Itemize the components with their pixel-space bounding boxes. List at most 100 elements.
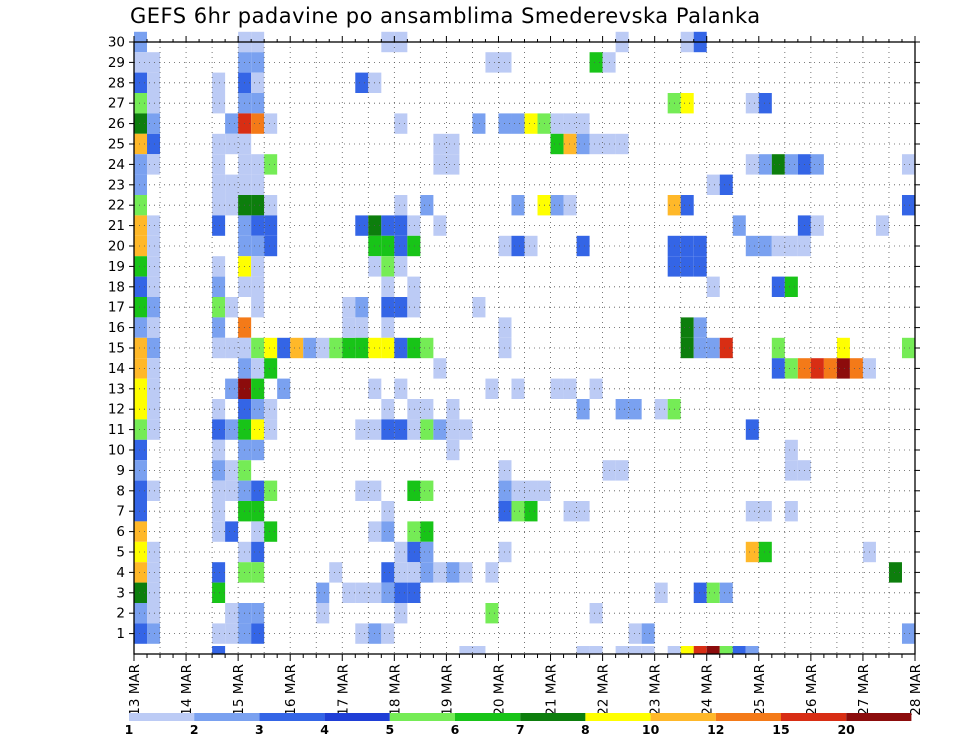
- heatmap-cell: [628, 623, 642, 644]
- heatmap-cell: [888, 562, 902, 583]
- heatmap-cell: [485, 52, 499, 73]
- heatmap-cell: [693, 256, 707, 277]
- heatmap-cell: [342, 297, 356, 318]
- y-tick-label: 26: [108, 116, 125, 132]
- heatmap-cell: [381, 337, 395, 359]
- heatmap-cell: [420, 419, 434, 440]
- heatmap-cell: [316, 337, 330, 359]
- y-tick-label: 13: [108, 381, 125, 397]
- heatmap-cell: [264, 358, 278, 379]
- heatmap-cell: [212, 133, 226, 155]
- legend-swatch: [324, 713, 390, 721]
- heatmap-cell: [758, 93, 772, 114]
- heatmap-cell: [524, 235, 538, 257]
- heatmap-cell: [693, 337, 707, 359]
- heatmap-cell: [251, 541, 265, 563]
- heatmap-cell: [784, 235, 798, 257]
- heatmap-cell: [628, 399, 642, 420]
- heatmap-cell: [407, 399, 421, 420]
- heatmap-cell: [576, 399, 590, 420]
- heatmap-cell: [134, 256, 148, 277]
- heatmap-cell: [589, 52, 603, 73]
- heatmap-cell: [225, 113, 239, 134]
- heatmap-cell: [420, 337, 434, 359]
- heatmap-cell: [745, 541, 759, 563]
- heatmap-cell: [381, 256, 395, 277]
- heatmap-cell: [251, 419, 265, 440]
- heatmap-cell: [446, 562, 460, 583]
- heatmap-cell: [589, 603, 603, 624]
- heatmap-cell: [381, 317, 395, 338]
- heatmap-cell: [147, 133, 161, 155]
- heatmap-cell: [420, 480, 434, 501]
- heatmap-cell: [550, 113, 564, 134]
- heatmap-cell: [134, 317, 148, 338]
- heatmap-cell: [147, 276, 161, 297]
- y-tick-label: 17: [108, 300, 125, 316]
- heatmap-cell: [589, 133, 603, 155]
- heatmap-cell: [407, 521, 421, 542]
- heatmap-cell: [407, 235, 421, 257]
- heatmap-cell: [134, 72, 148, 93]
- heatmap-cell: [134, 133, 148, 155]
- heatmap-cell: [394, 603, 408, 624]
- heatmap-cell: [212, 174, 226, 195]
- heatmap-cell: [693, 582, 707, 603]
- heatmap-cell: [264, 215, 278, 236]
- heatmap-cell: [394, 582, 408, 603]
- heatmap-cell: [836, 337, 850, 359]
- y-tick-label: 9: [116, 463, 125, 479]
- heatmap-cell: [134, 174, 148, 195]
- heatmap-cell: [784, 276, 798, 297]
- heatmap-cell: [394, 562, 408, 583]
- heatmap-cell: [342, 317, 356, 338]
- x-tick-label: 22 MAR: [596, 664, 612, 716]
- heatmap-cell: [147, 235, 161, 257]
- heatmap-cell: [225, 174, 239, 195]
- x-tick-label: 15 MAR: [231, 664, 247, 716]
- heatmap-cell: [355, 480, 369, 501]
- heatmap-cell: [472, 646, 486, 654]
- heatmap-cell: [316, 603, 330, 624]
- heatmap-cell: [251, 93, 265, 114]
- heatmap-cell: [147, 317, 161, 338]
- x-tick-label: 20 MAR: [491, 664, 507, 716]
- heatmap-cell: [147, 297, 161, 318]
- heatmap-cell: [134, 623, 148, 644]
- heatmap-cell: [719, 646, 733, 654]
- heatmap-cell: [576, 501, 590, 522]
- heatmap-cell: [251, 501, 265, 522]
- heatmap-cell: [212, 623, 226, 644]
- y-tick-label: 21: [108, 218, 125, 234]
- heatmap-cell: [394, 195, 408, 216]
- heatmap-cell: [355, 215, 369, 236]
- legend-swatch: [194, 713, 260, 721]
- heatmap-cell: [134, 378, 148, 399]
- x-tick-label: 26 MAR: [804, 664, 820, 716]
- legend-label: 8: [581, 722, 590, 737]
- heatmap-cell: [212, 419, 226, 440]
- heatmap-cell: [147, 52, 161, 73]
- heatmap-cell: [381, 399, 395, 420]
- legend-label: 7: [516, 722, 525, 737]
- heatmap-cell: [381, 562, 395, 583]
- legend-label: 5: [385, 722, 394, 737]
- heatmap-cell: [134, 215, 148, 236]
- heatmap-cell: [251, 276, 265, 297]
- heatmap-cell: [641, 646, 655, 654]
- heatmap-cell: [615, 399, 629, 420]
- heatmap-cell: [212, 72, 226, 93]
- heatmap-cell: [251, 337, 265, 359]
- heatmap-cell: [511, 113, 525, 134]
- heatmap-cell: [550, 133, 564, 155]
- heatmap-cell: [381, 521, 395, 542]
- heatmap-cell: [758, 235, 772, 257]
- heatmap-cell: [147, 399, 161, 420]
- heatmap-cell: [264, 195, 278, 216]
- heatmap-cell: [134, 154, 148, 175]
- heatmap-cell: [264, 480, 278, 501]
- heatmap-cell: [147, 337, 161, 359]
- heatmap-cell: [264, 113, 278, 134]
- heatmap-cell: [407, 541, 421, 563]
- heatmap-cell: [147, 582, 161, 603]
